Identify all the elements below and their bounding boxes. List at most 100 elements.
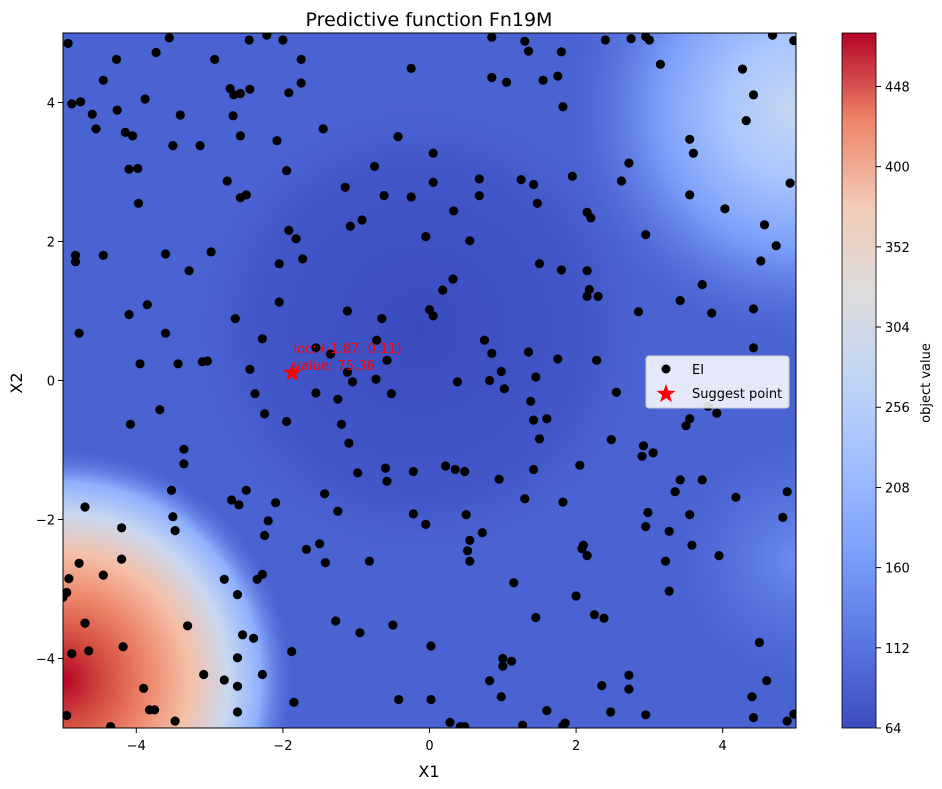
ei-point <box>474 191 484 201</box>
ei-point <box>142 300 152 310</box>
ei-point <box>624 670 634 680</box>
colorbar-tick-label: 112 <box>885 642 910 657</box>
ei-point <box>643 507 653 518</box>
ei-point <box>238 630 248 640</box>
ei-point <box>250 389 260 399</box>
ei-point <box>298 254 308 264</box>
ei-point <box>336 419 347 429</box>
ei-point <box>560 718 570 728</box>
ei-point <box>426 641 436 651</box>
x-axis-label: X1 <box>418 762 439 781</box>
ei-point <box>747 692 757 702</box>
ei-point <box>296 78 306 88</box>
ei-point <box>357 215 367 225</box>
ei-point <box>232 653 243 663</box>
ei-point <box>232 590 243 600</box>
ei-point <box>151 47 161 58</box>
ei-point <box>241 485 251 495</box>
ei-point <box>179 459 189 469</box>
ei-point <box>426 694 436 705</box>
ei-point <box>195 141 205 151</box>
legend: EI Suggest point <box>645 355 790 409</box>
ei-point <box>465 236 475 246</box>
ei-point <box>748 304 759 314</box>
legend-ei-marker <box>661 364 671 374</box>
ei-point <box>347 377 358 387</box>
y-tick-label: 0 <box>47 375 55 390</box>
ei-point <box>465 556 475 566</box>
ei-point <box>382 476 392 486</box>
ei-point <box>249 633 259 643</box>
colorbar-tick-label: 400 <box>885 161 910 176</box>
ei-point <box>756 256 766 266</box>
ei-point <box>168 512 178 522</box>
ei-point <box>98 570 108 580</box>
ei-point <box>67 99 77 109</box>
ei-point <box>675 475 685 485</box>
ei-point <box>164 33 174 43</box>
ei-point <box>245 84 255 94</box>
ei-point <box>133 198 144 208</box>
ei-point <box>648 448 658 458</box>
ei-point <box>664 526 674 536</box>
ei-point <box>633 307 644 317</box>
y-tick-label: 2 <box>47 236 55 251</box>
ei-point <box>371 374 381 384</box>
ei-point <box>408 509 418 519</box>
ei-point <box>507 656 517 666</box>
ei-point <box>227 495 237 505</box>
ei-point <box>556 47 567 57</box>
ei-point <box>496 366 506 377</box>
ei-point <box>183 621 193 631</box>
ei-point <box>245 364 255 374</box>
ei-point <box>789 709 796 719</box>
ei-point <box>344 438 354 448</box>
ei-point <box>257 669 267 680</box>
ei-point <box>494 474 504 484</box>
ei-point <box>260 530 270 541</box>
ei-point <box>670 487 680 497</box>
ei-point <box>291 234 301 244</box>
ei-point <box>509 578 519 588</box>
ei-point <box>64 574 74 584</box>
ei-point <box>759 220 770 230</box>
ei-point <box>117 554 127 564</box>
ei-point <box>386 389 396 399</box>
suggest-point-value-label: value: 75.36 <box>293 359 374 374</box>
ei-point <box>655 59 666 69</box>
ei-point <box>80 618 90 628</box>
colorbar-scale <box>841 32 877 729</box>
colorbar: 64 112 160 208 256 304 352 400 448 object value <box>841 32 934 737</box>
ei-point <box>582 551 592 561</box>
ei-point <box>782 716 792 726</box>
ei-point <box>284 88 294 98</box>
ei-point <box>498 653 508 664</box>
ei-point <box>421 519 431 530</box>
ei-point <box>173 359 183 369</box>
ei-point <box>355 628 365 638</box>
ei-point <box>135 359 145 369</box>
ei-point <box>369 161 380 171</box>
x-tick-label: −4 <box>127 739 146 754</box>
ei-point <box>406 192 416 202</box>
ei-point <box>112 105 122 115</box>
ei-point <box>76 97 86 107</box>
ei-point <box>229 90 239 100</box>
ei-point <box>762 676 772 686</box>
ei-point <box>697 280 707 290</box>
ei-point <box>450 464 460 475</box>
ei-point <box>342 306 352 316</box>
ei-point <box>553 354 563 364</box>
ei-point <box>518 720 528 728</box>
ei-point <box>199 669 209 680</box>
ei-point <box>571 591 581 601</box>
ei-point <box>170 716 180 726</box>
ei-point <box>452 377 462 387</box>
ei-point <box>421 232 431 242</box>
ei-point <box>461 509 471 520</box>
colorbar-tick-label: 256 <box>885 401 910 416</box>
ei-point <box>498 661 508 671</box>
ei-point <box>382 355 392 365</box>
ei-point <box>296 54 306 64</box>
ei-point <box>166 485 177 495</box>
